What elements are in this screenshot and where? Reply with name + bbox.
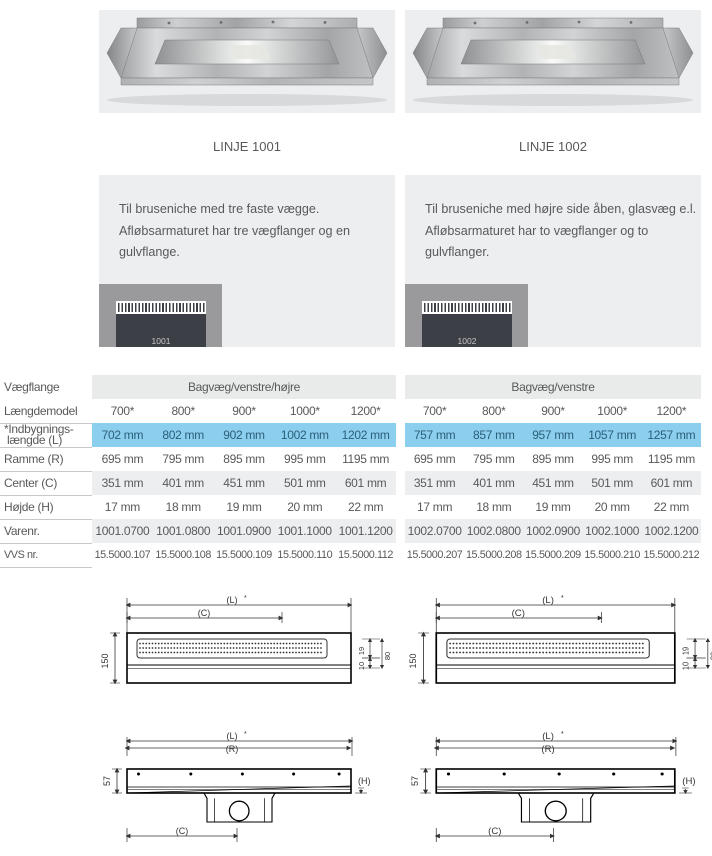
svg-text:(C): (C) xyxy=(198,608,211,618)
svg-text:(C): (C) xyxy=(176,826,189,836)
svg-text:(H): (H) xyxy=(358,776,371,786)
svg-text:(R): (R) xyxy=(226,744,239,754)
svg-text:(L): (L) xyxy=(227,731,238,741)
svg-text:57: 57 xyxy=(102,776,112,786)
svg-text:80: 80 xyxy=(383,652,392,660)
svg-text:(L): (L) xyxy=(227,595,238,605)
svg-text:19: 19 xyxy=(357,647,366,655)
svg-text:*: * xyxy=(244,595,247,602)
svg-text:*: * xyxy=(244,731,247,738)
svg-text:150: 150 xyxy=(100,653,110,668)
svg-text:10: 10 xyxy=(357,662,366,670)
